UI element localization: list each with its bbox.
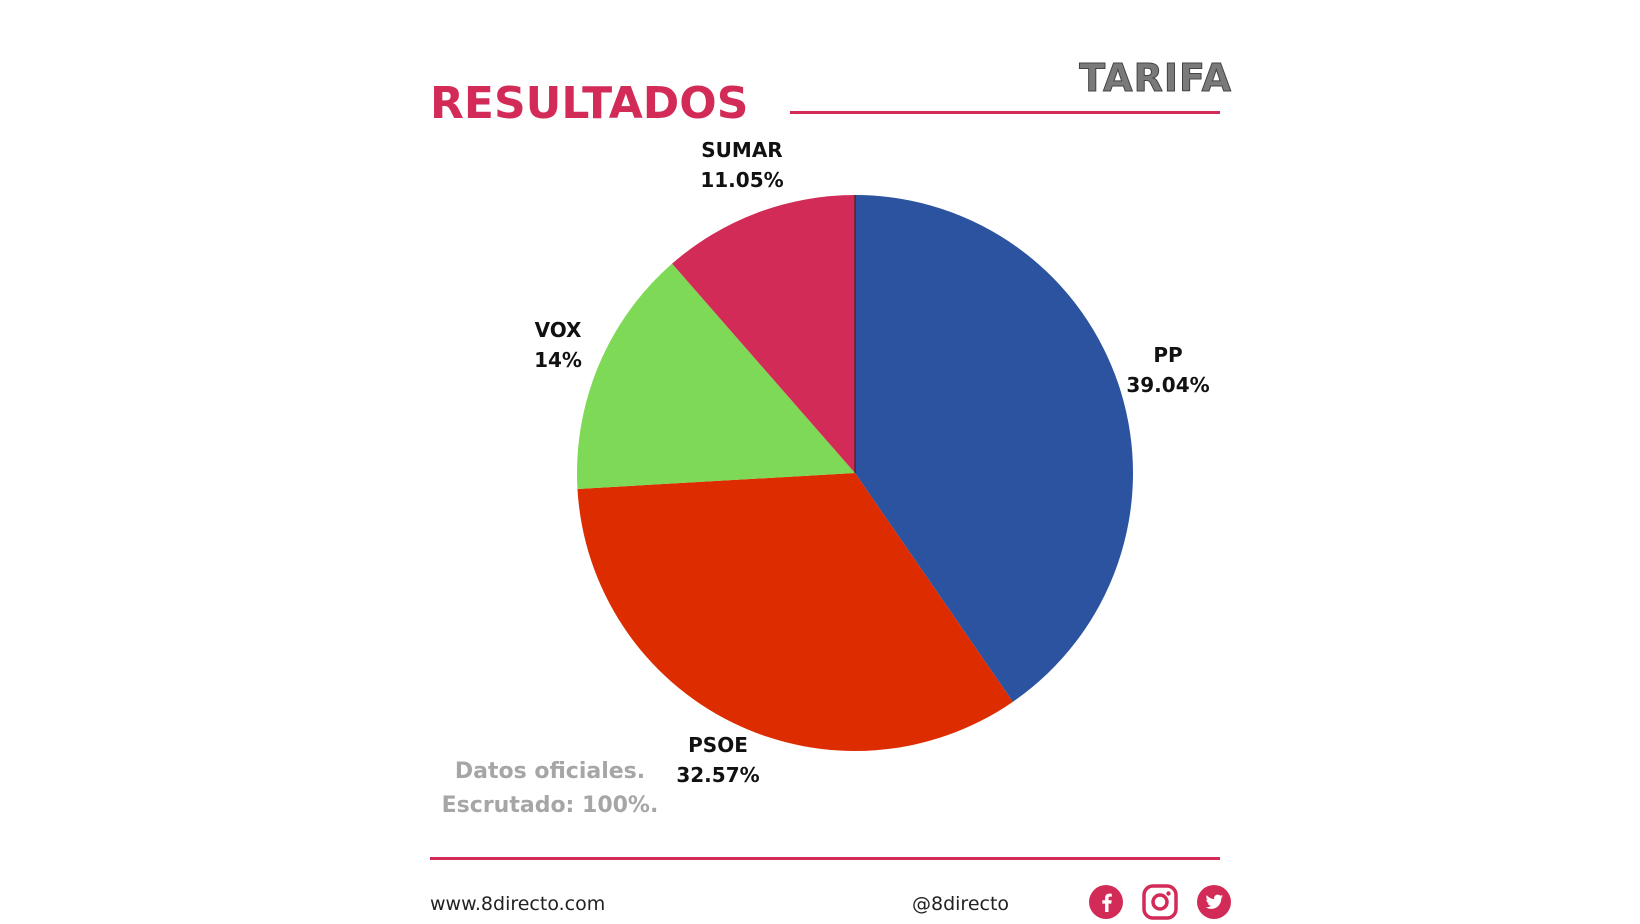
facebook-icon[interactable] — [1088, 884, 1124, 920]
slice-label-name-vox: VOX — [535, 318, 582, 342]
footer-divider — [430, 857, 1220, 860]
slice-label-value-pp: 39.04% — [1126, 373, 1209, 397]
website-link[interactable]: www.8directo.com — [430, 893, 606, 915]
pie-slice-pp — [855, 195, 1134, 702]
slice-label-name-sumar: SUMAR — [701, 138, 782, 162]
slice-label-name-psoe: PSOE — [688, 733, 748, 757]
note-line-1: Datos oficiales. — [454, 759, 646, 784]
social-handle: @8directo — [912, 893, 1010, 915]
title-divider — [790, 111, 1220, 114]
instagram-icon[interactable] — [1142, 884, 1178, 920]
twitter-icon[interactable] — [1196, 884, 1232, 920]
slice-label-name-pp: PP — [1153, 343, 1182, 367]
note-line-2: Escrutado: 100%. — [441, 793, 659, 818]
location-label: TARIFA — [1079, 56, 1232, 101]
slice-label-value-psoe: 32.57% — [676, 763, 759, 787]
chart-title: RESULTADOS — [430, 78, 749, 129]
slice-label-value-vox: 14% — [534, 348, 582, 372]
pie-slice-psoe — [577, 473, 1013, 751]
pie-slice-sumar — [672, 195, 855, 473]
pie-slice-vox — [577, 263, 855, 489]
slice-label-value-sumar: 11.05% — [700, 168, 783, 192]
data-source-note: Datos oficiales. Escrutado: 100%. — [440, 755, 660, 823]
